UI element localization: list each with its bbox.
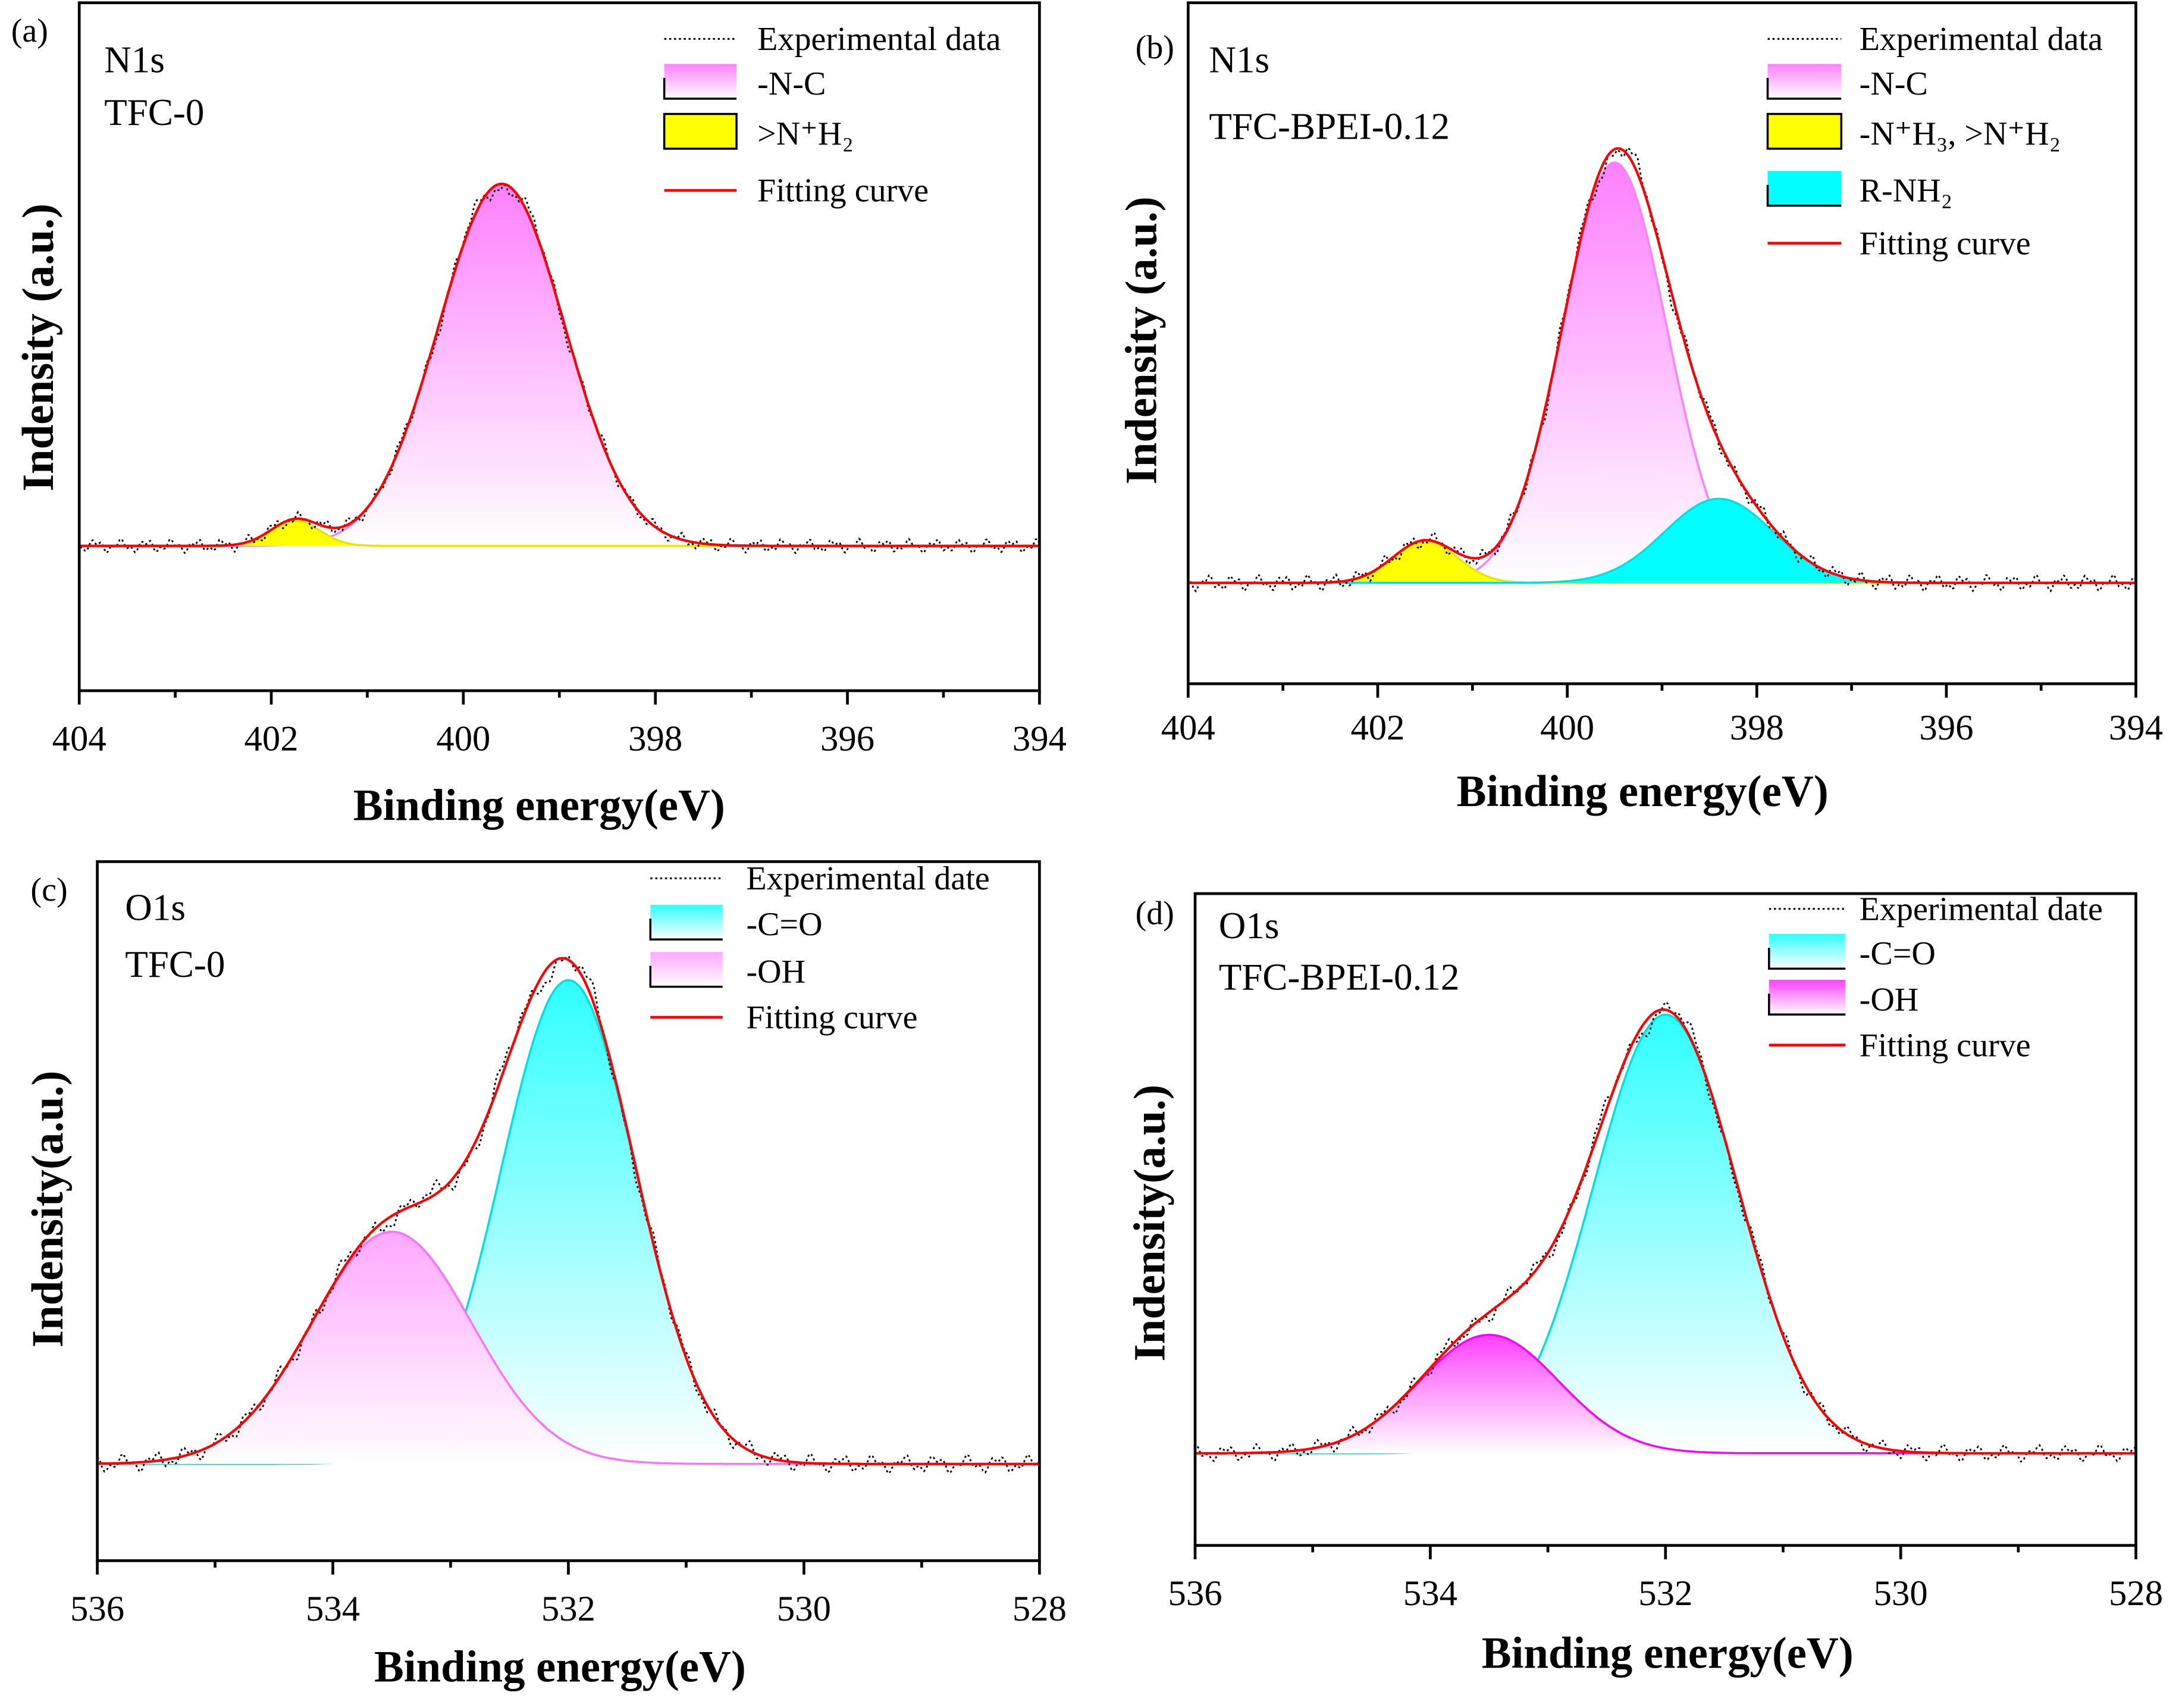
panel-b: 404 402 400 398 396 394 Binding energy(eV) Inde… [1117, 1, 2163, 816]
legend-swatch-fill [1769, 979, 1846, 1015]
panel-annotation: O1s [125, 886, 186, 928]
component-fill-2 [1188, 499, 2136, 583]
fitting-curve-line [1188, 147, 2136, 584]
x-axis-label: Binding energy(eV) [374, 1643, 746, 1692]
x-tick-label: 394 [1012, 719, 1067, 759]
legend: Experimental date -C=O -OH Fitting curve [1768, 891, 2103, 1064]
legend-swatch-border [1768, 948, 1846, 970]
x-tick-label: 536 [70, 1589, 124, 1629]
legend: Experimental data -N-C -N⁺H₃, >N⁺H₂ R-NH₂ Fi… [1766, 21, 2103, 262]
panel-annotation: TFC-0 [104, 92, 204, 133]
x-tick-label: 404 [52, 719, 106, 759]
legend-label: >N⁺H₂ [757, 115, 854, 152]
panel-annotation: N1s [1209, 39, 1269, 80]
legend-swatch-border [1766, 77, 1842, 100]
legend: Experimental data -N-C >N⁺H₂ Fitting curve [663, 21, 1001, 209]
legend-label: -C=O [1860, 935, 1936, 972]
x-axis-label: Binding energy(eV) [1457, 767, 1829, 816]
legend-swatch-border [649, 919, 723, 941]
x-tick-label: 402 [1350, 708, 1404, 748]
legend-label: -N⁺H₃, >N⁺H₂ [1860, 115, 2061, 152]
legend-label: Experimental date [1860, 891, 2103, 927]
legend: Experimental date -C=O -OH Fitting curve [649, 860, 990, 1036]
legend-swatch-fill [1767, 64, 1842, 99]
panel-label: (b) [1136, 29, 1174, 66]
legend-swatch-fill [1767, 171, 1842, 206]
x-tick-label: 528 [2109, 1574, 2163, 1613]
legend-label: -C=O [746, 906, 822, 943]
panel-d: 536 534 532 530 528 Binding energy(eV) Indensi… [1125, 891, 2163, 1678]
x-tick-label: 532 [541, 1589, 595, 1629]
component-fill-0 [1188, 162, 2136, 583]
legend-swatch-fill [663, 112, 738, 150]
x-tick-label: 402 [244, 719, 298, 759]
panel-label: (d) [1136, 895, 1174, 932]
panel-c: 536 534 532 530 528 Binding energy(eV) Indensi… [23, 860, 1067, 1692]
x-tick-label: 396 [820, 719, 874, 759]
y-axis-label: Indensity (a.u.) [14, 203, 63, 491]
y-axis-label: Indensity(a.u.) [1125, 1085, 1175, 1361]
x-axis-label: Binding energy(eV) [353, 781, 725, 830]
legend-label: Experimental data [757, 21, 1001, 58]
legend-label: -N-C [757, 65, 826, 102]
fitting-curve-line [97, 957, 1040, 1465]
fitting-curve-line [79, 182, 1040, 547]
legend-swatch-border [663, 77, 737, 100]
x-tick-label: 532 [1638, 1574, 1692, 1613]
x-tick-label: 530 [777, 1589, 831, 1629]
legend-label: -N-C [1860, 65, 1928, 102]
legend-swatch-fill [650, 952, 723, 987]
x-tick-label: 400 [1540, 708, 1594, 748]
panel-annotation: N1s [104, 39, 165, 80]
component-fill-0 [97, 980, 1040, 1464]
legend-swatch-border [649, 966, 723, 988]
panel-a: 404 402 400 398 396 394 Binding energy(eV) Inde… [11, 1, 1067, 830]
component-fill-0 [1195, 1014, 2136, 1453]
component-fill-1 [79, 521, 1040, 546]
x-tick-label: 536 [1168, 1574, 1222, 1613]
legend-swatch-border [1766, 184, 1842, 207]
legend-swatch-border [1768, 994, 1846, 1016]
component-fill-1 [1188, 541, 2136, 583]
x-axis-label: Binding energy(eV) [1482, 1628, 1854, 1678]
x-tick-label: 394 [2109, 708, 2163, 748]
y-axis-label: Indensity (a.u.) [1117, 196, 1167, 484]
component-fill-0 [79, 184, 1040, 546]
legend-label: Fitting curve [1860, 1027, 2031, 1064]
legend-label: -OH [746, 954, 805, 991]
legend-label: -OH [1860, 981, 1919, 1018]
x-tick-label: 398 [628, 719, 682, 759]
legend-label: Experimental date [746, 860, 989, 897]
x-tick-label: 534 [306, 1589, 360, 1629]
experimental-data-line [96, 954, 1040, 1475]
x-tick-label: 530 [1874, 1574, 1928, 1613]
component-fill-1 [1195, 1334, 2136, 1453]
panel-label: (c) [30, 872, 67, 908]
legend-label: Experimental data [1860, 21, 2103, 58]
x-tick-label: 528 [1012, 1589, 1067, 1629]
legend-swatch-fill [650, 904, 723, 940]
legend-label: R-NH₂ [1860, 173, 1953, 209]
x-tick-label: 398 [1730, 708, 1784, 748]
legend-swatch-fill [1769, 933, 1846, 969]
y-axis-label: Indensity(a.u.) [23, 1071, 73, 1347]
panel-annotation: TFC-0 [125, 944, 225, 985]
legend-swatch-fill [664, 64, 737, 99]
panel-annotation: TFC-BPEI-0.12 [1219, 956, 1460, 998]
legend-label: Fitting curve [757, 173, 929, 209]
x-tick-label: 400 [436, 719, 490, 759]
panel-annotation: TFC-BPEI-0.12 [1209, 106, 1450, 148]
legend-label: Fitting curve [1860, 225, 2031, 262]
x-tick-label: 396 [1919, 708, 1973, 748]
legend-swatch-fill [1766, 112, 1843, 150]
fitting-curve-line [1195, 1008, 2136, 1455]
component-fill-1 [97, 1231, 1040, 1464]
legend-label: Fitting curve [746, 999, 917, 1036]
x-tick-label: 534 [1403, 1574, 1457, 1613]
x-tick-label: 404 [1161, 708, 1215, 748]
panel-annotation: O1s [1219, 905, 1280, 947]
panel-label: (a) [11, 12, 48, 49]
